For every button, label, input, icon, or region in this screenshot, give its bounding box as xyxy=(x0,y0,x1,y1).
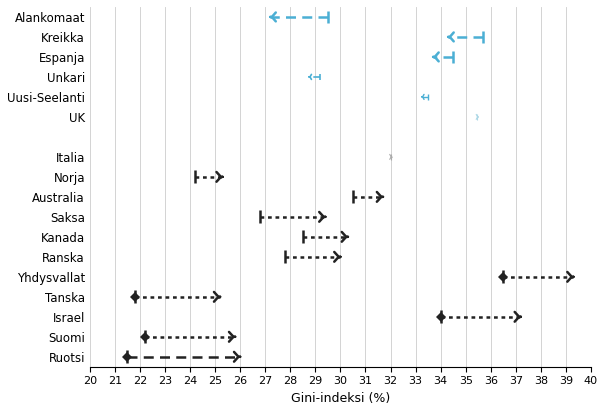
X-axis label: Gini-indeksi (%): Gini-indeksi (%) xyxy=(291,392,390,405)
